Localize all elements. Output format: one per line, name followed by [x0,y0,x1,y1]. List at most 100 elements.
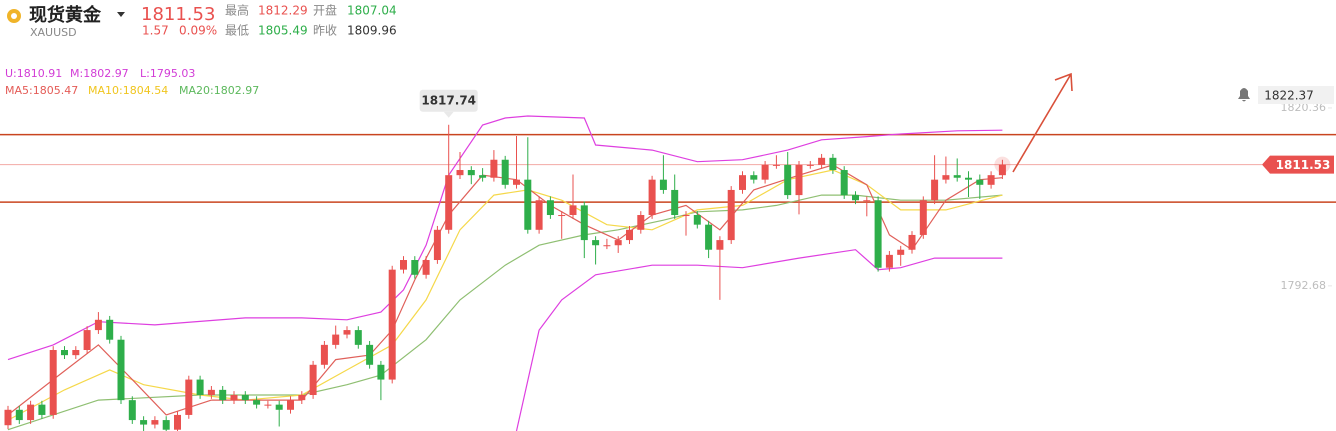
candle-body [852,195,859,201]
candle-body [942,175,950,180]
candle-body [908,234,916,250]
candle-body [716,240,724,250]
candle-body [151,420,159,425]
stat-value: 1809.96 [347,24,397,38]
dropdown-caret[interactable] [117,12,125,17]
candle-body [513,179,520,185]
candle-body [885,254,893,268]
candle-body [332,334,340,345]
candle-body [106,319,114,340]
candle-body [546,200,554,216]
candle-body [366,344,374,365]
candle-body [354,330,362,345]
candle-body [196,379,204,396]
candle-body [987,175,995,185]
candle-body [422,260,430,275]
indicator-label: MA10:1804.54 [88,84,168,97]
plot-area: 1820.36 1792.68 1817.74 [0,89,1336,431]
stat-label: 开盘 [313,3,337,18]
alert-bell[interactable] [1238,88,1250,102]
indicator-line [7,194,1003,431]
candle-body [72,350,80,356]
candle-body [840,170,848,196]
candle-body [558,215,566,217]
candle-body [592,240,600,246]
candle-body [388,269,396,380]
candle-body [275,404,283,410]
candle-body [998,164,1006,176]
candle-body [739,175,746,190]
candle-body [140,420,148,425]
candle-body [174,414,181,430]
candle-body [433,229,441,261]
max-marker-box [419,89,478,112]
candle-body [38,404,46,415]
candle-body [207,389,215,396]
indicator-line [7,169,1003,421]
candle-body [27,404,35,421]
candle-body [479,175,487,178]
candle-body [761,164,769,180]
candle-body [162,420,170,430]
price-change: 1.57 [142,24,169,38]
candle-body [705,224,713,250]
candle-body [94,319,102,331]
candle-body [795,164,803,196]
candle-body [230,395,238,401]
candle-body [931,179,939,201]
candle-body [535,200,543,230]
candle-body [637,215,645,230]
y-tick-label: 1792.68 [1281,279,1327,292]
candle-body [976,179,984,185]
candle-body [320,344,328,365]
stat-label: 最低 [225,24,249,38]
trend-arrow [1012,72,1073,173]
candle-body [287,400,294,410]
candle-body [818,157,826,165]
candle-body [377,364,385,380]
last-price-glow [994,156,1011,173]
arrow-head [1054,72,1073,92]
candle-body [467,170,475,176]
candle-body [682,215,690,217]
candle-body [897,249,905,255]
indicator-line [515,249,1003,431]
stat-value: 1805.49 [258,24,308,38]
price-tag-label: 1811.53 [1276,158,1331,172]
stat-value: 1807.04 [347,4,397,18]
candle-body [264,404,272,406]
candle-body [411,260,419,275]
candle-body [648,179,656,216]
candle-body [445,175,453,230]
candle-body [501,159,509,185]
candle-body [298,395,306,401]
candle-body [772,164,780,166]
candle-body [671,189,679,216]
indicator-label: L:1795.03 [140,67,195,80]
candle-body [727,189,735,241]
candle-body [524,179,532,230]
candle-body [750,175,758,180]
candle-body [614,240,622,246]
candle-body [806,164,814,166]
instrument-name: 现货黄金 [29,4,102,26]
alert-box [1258,86,1334,105]
candle-body [128,400,136,421]
stat-value: 1812.29 [258,4,308,18]
candle-body [693,215,701,225]
candle-body [343,330,351,335]
candle-body [219,389,227,401]
candle-body [253,400,261,405]
candle-body [83,330,91,351]
stat-label: 最高 [225,3,249,18]
indicator-line [7,115,1003,361]
last-price: 1811.53 [141,4,215,25]
instrument-symbol: XAUUSD [30,26,77,39]
max-marker-label: 1817.74 [421,93,476,107]
candle-body [965,177,972,180]
candle-body [309,364,317,396]
candle-body [784,164,792,196]
indicator-line [7,164,1003,416]
gold-icon-inner [11,13,17,19]
